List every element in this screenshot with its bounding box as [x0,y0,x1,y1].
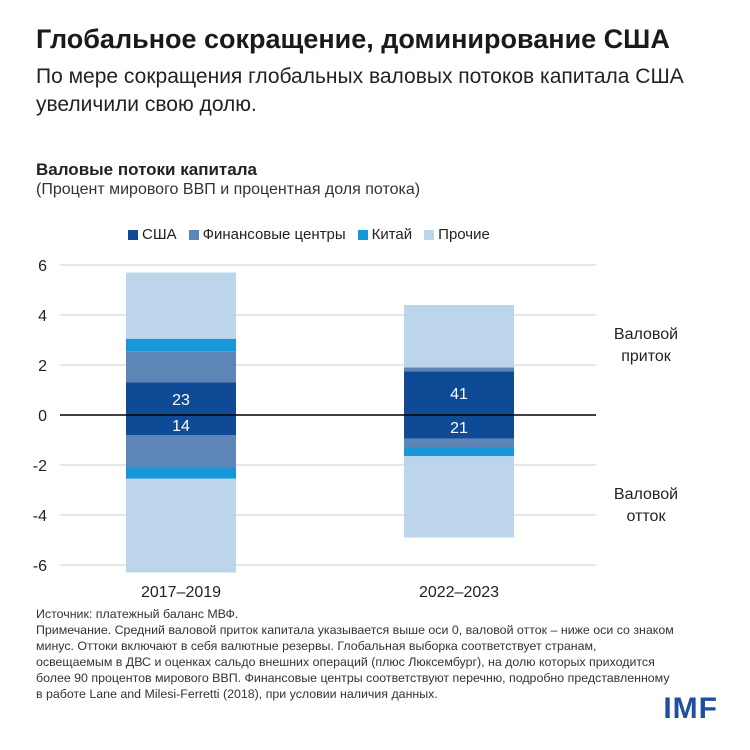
annotation-inflow: Валовой [614,326,678,343]
y-tick-label: 4 [38,308,47,325]
bar-inflow-segment [126,272,236,339]
y-tick-label: 2 [38,358,47,375]
y-tick-label: -2 [33,458,47,475]
y-tick-label: -4 [33,508,47,525]
bar-inflow-segment [404,367,514,372]
bar-inflow-segment [126,382,236,415]
data-label-outflow: 14 [172,418,190,435]
legend-label-usa: США [142,226,177,243]
bar-inflow-segment [126,351,236,383]
legend-label-financial-centers: Финансовые центры [202,226,346,243]
chart-notes: Источник: платежный баланс МВФ. Примечан… [36,606,676,702]
bar-outflow-segment [126,478,236,573]
chart-title: Валовые потоки капитала [36,160,257,179]
page-subtitle: По мере сокращения глобальных валовых по… [36,65,684,116]
data-label-inflow: 41 [450,386,468,403]
legend-item-financial-centers: Финансовые центры [188,226,346,243]
bar-outflow-segment [126,435,236,468]
bar-inflow-segment [126,338,236,352]
bar-outflow-segment [404,456,514,538]
x-tick-label: 2022–2023 [419,584,499,601]
legend-item-others: Прочие [424,226,490,243]
legend-swatch-others [424,229,435,240]
data-label-inflow: 23 [172,392,190,409]
legend-item-usa: США [128,226,177,243]
source-note: Источник: платежный баланс МВФ. [36,607,239,621]
y-tick-label: -6 [33,558,47,575]
y-tick-label: 0 [38,408,47,425]
y-tick-label: 6 [38,258,47,275]
bar-outflow-segment [404,415,514,439]
chart-subtitle: (Процент мирового ВВП и процентная доля … [36,181,421,198]
x-tick-label: 2017–2019 [141,584,221,601]
annotation-inflow: приток [621,348,672,365]
chart-plot: 6 4 2 0 -2 -4 -6 23 14 2017–2019 41 21 2022–2023 Вало… [33,258,678,601]
annotation-outflow: Валовой [614,486,678,503]
bar-outflow-segment [404,438,514,448]
data-label-outflow: 21 [450,420,468,437]
bar-outflow-segment [404,447,514,457]
legend-swatch-china [357,229,368,240]
annotation-outflow: отток [627,508,667,525]
bar-inflow-segment [404,305,514,368]
legend-label-others: Прочие [438,226,490,243]
legend-swatch-usa [128,229,138,240]
chart-legend: США Финансовые центры Китай Прочие [128,226,490,243]
legend-swatch-financial-centers [188,229,199,240]
methodology-note: Примечание. Средний валовой приток капит… [36,623,674,701]
bar-outflow-segment [126,415,236,435]
imf-logo: IMF [663,692,718,725]
bar-outflow-segment [126,467,236,479]
legend-label-china: Китай [371,226,413,243]
page-title: Глобальное сокращение, доминирование США [36,24,670,54]
legend-item-china: Китай [357,226,413,243]
bar-inflow-segment [404,371,514,415]
